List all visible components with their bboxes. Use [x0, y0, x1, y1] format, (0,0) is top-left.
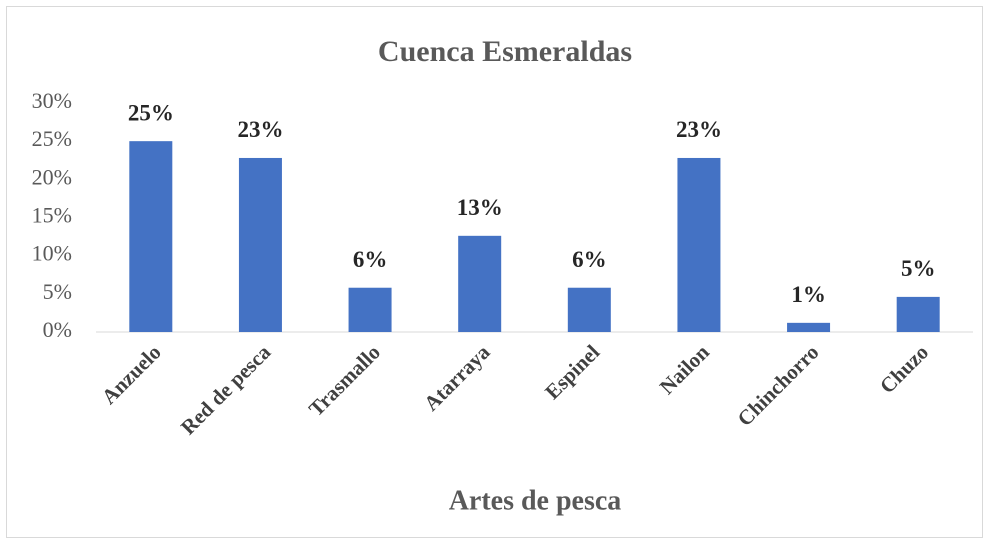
y-tick-label: 30% [32, 88, 72, 113]
value-label: 5% [901, 256, 936, 281]
bar [896, 296, 940, 332]
value-label: 23% [237, 117, 283, 142]
y-tick-label: 15% [32, 203, 72, 228]
y-tick-label: 25% [32, 126, 72, 151]
value-label: 13% [457, 195, 503, 220]
chart-title: Cuenca Esmeraldas [378, 35, 632, 68]
value-label: 6% [572, 247, 607, 272]
y-tick-label: 5% [43, 279, 72, 304]
bar [677, 157, 721, 332]
bar [129, 141, 173, 332]
bar [348, 287, 392, 332]
bar [567, 287, 611, 332]
bar [458, 235, 502, 332]
value-label: 25% [128, 100, 174, 125]
value-label: 6% [353, 247, 388, 272]
bar [238, 157, 282, 332]
bar [787, 322, 831, 332]
y-tick-label: 20% [32, 164, 72, 189]
value-label: 23% [676, 117, 722, 142]
value-label: 1% [791, 282, 826, 307]
x-axis-label: Artes de pesca [449, 485, 622, 516]
y-tick-label: 10% [32, 241, 72, 266]
y-tick-label: 0% [43, 317, 72, 342]
